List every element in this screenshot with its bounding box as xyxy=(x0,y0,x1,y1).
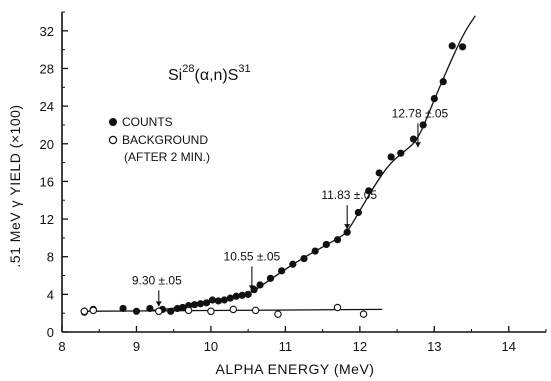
counts-point xyxy=(208,296,217,304)
background-point xyxy=(184,306,193,315)
counts-point xyxy=(375,169,383,177)
counts-point xyxy=(238,291,246,299)
plot-frame xyxy=(61,12,546,333)
background-point xyxy=(274,310,282,318)
data-points xyxy=(80,42,467,318)
counts-point xyxy=(311,247,319,255)
annotation-label: 9.30 ±.05 xyxy=(132,273,182,287)
y-tick-label: 0 xyxy=(47,325,54,340)
counts-point xyxy=(202,299,211,307)
background-point xyxy=(155,307,163,316)
counts-point xyxy=(146,304,154,313)
y-axis-label: .51 MeV γ YIELD (×100) xyxy=(7,104,23,267)
annotation-label: 11.83 ±.05 xyxy=(321,188,377,202)
title-element-1: Si xyxy=(168,67,182,84)
background-point xyxy=(89,306,98,315)
counts-point xyxy=(343,228,351,236)
counts-point xyxy=(365,187,373,195)
y-tick-label: 24 xyxy=(40,99,54,114)
counts-point xyxy=(419,121,427,129)
x-tick-label: 9 xyxy=(133,339,140,354)
legend-background-label: BACKGROUND xyxy=(122,133,208,147)
legend-background-note: (AFTER 2 MIN.) xyxy=(124,150,210,164)
annotation-arrow-head xyxy=(155,301,162,307)
legend-background-marker xyxy=(108,135,118,145)
y-tick-label: 12 xyxy=(40,212,54,227)
background-point xyxy=(359,310,368,318)
y-tick-label: 28 xyxy=(40,61,54,76)
y-tick-label: 16 xyxy=(40,174,54,189)
legend: COUNTS BACKGROUND (AFTER 2 MIN.) xyxy=(108,115,210,164)
x-tick-label: 10 xyxy=(204,339,218,354)
counts-point xyxy=(190,301,199,309)
counts-point xyxy=(119,304,127,313)
x-tick-label: 11 xyxy=(279,339,293,354)
x-axis: 8 9 10 11 12 13 14 xyxy=(58,326,547,354)
title-mass-1: 28 xyxy=(182,63,194,75)
counts-point xyxy=(167,307,175,315)
background-point xyxy=(80,307,89,316)
x-tick-label: 14 xyxy=(502,339,516,354)
counts-point xyxy=(289,260,297,268)
counts-point xyxy=(244,290,252,298)
background-point xyxy=(333,303,342,312)
x-tick-label: 8 xyxy=(58,339,65,354)
annotation-arrow-head xyxy=(414,142,421,148)
counts-point xyxy=(430,94,438,103)
counts-point xyxy=(220,296,228,304)
y-tick-label: 4 xyxy=(47,287,54,302)
counts-point xyxy=(250,286,258,294)
counts-point xyxy=(132,307,141,315)
annotation-arrow-head xyxy=(344,224,351,230)
counts-point xyxy=(397,149,405,157)
title-element-2: S xyxy=(228,67,239,84)
background-point xyxy=(229,305,238,314)
y-tick-label: 32 xyxy=(40,24,54,39)
background-point xyxy=(251,306,260,315)
x-tick-label: 13 xyxy=(427,339,441,354)
counts-point xyxy=(278,267,286,275)
y-axis: 0 4 8 12 16 20 24 28 32 xyxy=(40,11,68,340)
counts-point xyxy=(226,294,234,302)
y-tick-label: 20 xyxy=(40,137,54,152)
counts-point xyxy=(300,254,308,263)
background-point xyxy=(207,307,215,316)
counts-point xyxy=(266,274,275,282)
counts-point xyxy=(232,292,240,300)
counts-point xyxy=(448,42,456,50)
legend-counts-marker xyxy=(109,118,117,126)
title-reaction: (α,n) xyxy=(194,67,227,84)
annotations: 9.30 ±.05 10.55 ±.05 11.83 ±.05 12.78 ±.05 xyxy=(132,106,449,307)
counts-point xyxy=(354,208,362,217)
annotation-label: 12.78 ±.05 xyxy=(392,106,449,120)
title-mass-2: 31 xyxy=(238,63,250,75)
counts-point xyxy=(256,281,264,289)
counts-point xyxy=(179,303,187,312)
counts-point xyxy=(459,43,467,51)
y-tick-label: 8 xyxy=(47,250,54,265)
counts-point xyxy=(333,236,342,244)
legend-counts-label: COUNTS xyxy=(122,115,173,129)
counts-point xyxy=(322,240,330,249)
annotation-label: 10.55 ±.05 xyxy=(224,249,281,263)
counts-point xyxy=(196,300,205,308)
x-axis-label: ALPHA ENERGY (MeV) xyxy=(216,361,375,377)
counts-point xyxy=(409,135,418,143)
counts-point xyxy=(214,297,222,305)
x-tick-label: 12 xyxy=(353,339,367,354)
counts-point xyxy=(439,78,447,86)
counts-point xyxy=(387,153,395,161)
chart-title: Si28(α,n)S31 xyxy=(168,63,251,84)
